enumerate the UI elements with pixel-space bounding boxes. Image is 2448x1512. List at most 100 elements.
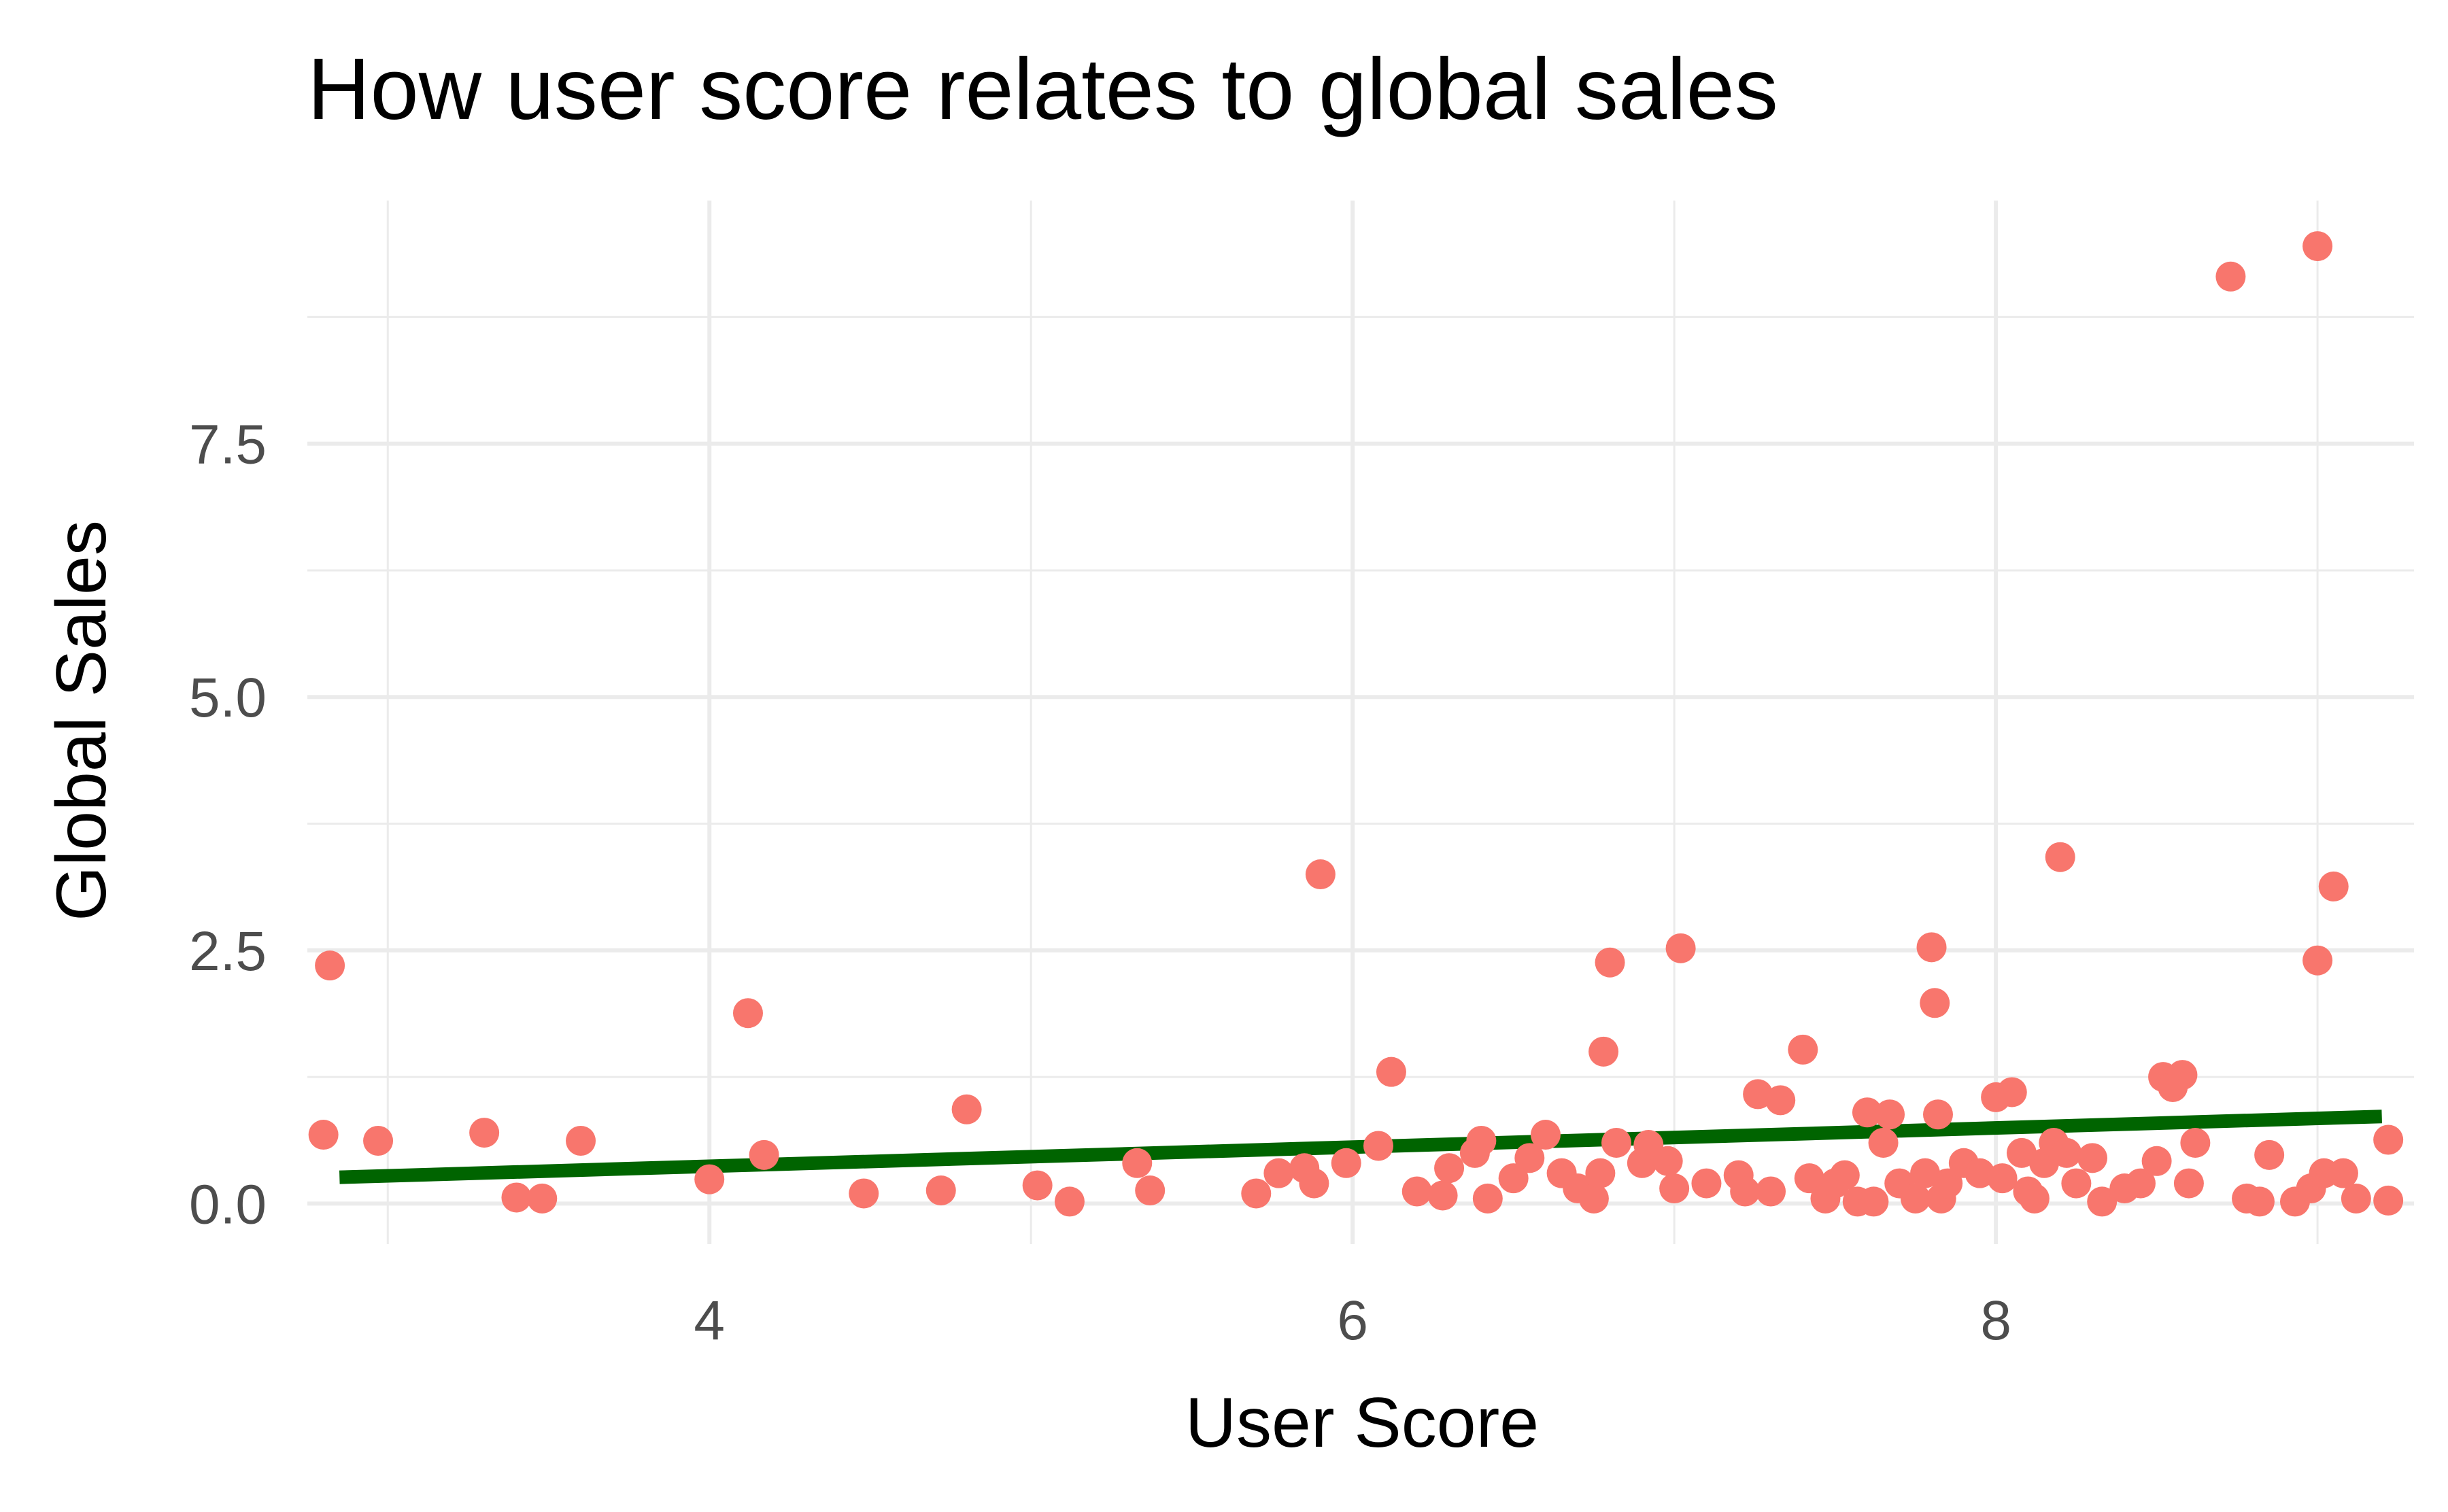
data-point <box>363 1125 394 1156</box>
data-point <box>2302 231 2333 262</box>
data-point <box>1794 1163 1824 1194</box>
x-axis-title: User Score <box>1185 1384 1539 1462</box>
data-point <box>1530 1120 1561 1150</box>
data-point <box>1401 1176 1432 1207</box>
data-point <box>2180 1127 2211 1158</box>
data-point <box>1933 1168 1963 1199</box>
data-point <box>2173 1168 2204 1199</box>
data-point <box>1363 1131 1394 1161</box>
data-point <box>2328 1158 2358 1188</box>
data-point <box>1743 1079 1773 1110</box>
data-point <box>1922 1099 1953 1130</box>
trend-line-layer <box>339 1110 2382 1184</box>
data-point <box>1305 859 1336 890</box>
data-point <box>1376 1056 1406 1087</box>
x-axis-tick-labels: 4 6 8 <box>694 1290 2011 1352</box>
data-point <box>1788 1034 1818 1065</box>
data-point <box>1578 1183 1609 1214</box>
data-point <box>501 1182 532 1213</box>
data-point <box>2341 1183 2371 1214</box>
data-point <box>1514 1143 1545 1173</box>
data-point <box>1299 1168 1329 1199</box>
data-point <box>2061 1168 2092 1199</box>
y-tick-label: 7.5 <box>189 414 267 476</box>
data-point <box>469 1118 500 1148</box>
data-point <box>1987 1163 2018 1194</box>
data-point <box>849 1178 879 1209</box>
minor-gridlines <box>307 201 2414 1244</box>
data-point <box>1601 1127 1632 1158</box>
data-point <box>694 1164 725 1195</box>
data-point <box>1756 1176 1786 1207</box>
data-point <box>2318 871 2349 901</box>
data-point <box>2006 1137 2037 1168</box>
data-point <box>2167 1060 2198 1090</box>
x-tick-label: 6 <box>1337 1290 1368 1352</box>
y-axis-tick-labels: 0.0 2.5 5.0 7.5 <box>189 414 267 1236</box>
data-point <box>1652 1146 1683 1176</box>
data-point <box>1595 947 1625 978</box>
data-point <box>1241 1178 1272 1209</box>
data-point <box>1122 1148 1153 1178</box>
data-point <box>1852 1097 1882 1128</box>
data-point <box>1875 1099 1905 1130</box>
data-point <box>2244 1186 2275 1217</box>
chart-title: How user score relates to global sales <box>307 41 1778 138</box>
data-point <box>1263 1158 1294 1188</box>
data-point <box>2215 261 2246 292</box>
y-tick-label: 5.0 <box>189 667 267 729</box>
data-point <box>1996 1077 2027 1107</box>
data-point <box>1054 1186 1085 1217</box>
data-point <box>1910 1158 1941 1188</box>
data-point <box>1691 1168 1722 1199</box>
data-point <box>1434 1153 1465 1184</box>
data-point <box>2373 1185 2404 1216</box>
data-point <box>1585 1158 1616 1188</box>
data-points <box>308 231 2404 1217</box>
data-point <box>2254 1139 2285 1170</box>
y-tick-label: 2.5 <box>189 921 267 982</box>
data-point <box>2141 1146 2172 1176</box>
data-point <box>566 1125 596 1156</box>
data-point <box>951 1094 982 1124</box>
data-point <box>749 1139 779 1170</box>
data-point <box>2087 1186 2118 1217</box>
trend-line <box>339 1110 2382 1184</box>
x-tick-label: 8 <box>1980 1290 2011 1352</box>
data-point <box>1498 1163 1529 1194</box>
y-tick-label: 0.0 <box>189 1173 267 1235</box>
data-point <box>1916 932 1947 963</box>
data-point <box>2019 1183 2050 1214</box>
data-point <box>1135 1175 1166 1206</box>
data-point <box>1868 1127 1899 1158</box>
data-point <box>1588 1036 1619 1067</box>
data-point <box>2045 842 2075 872</box>
data-point <box>1466 1125 1497 1156</box>
data-point <box>308 1120 339 1150</box>
data-point <box>2302 945 2333 976</box>
data-point <box>1858 1186 1889 1217</box>
data-point <box>2125 1168 2156 1199</box>
data-point <box>2373 1124 2404 1155</box>
data-point <box>2052 1137 2082 1168</box>
data-point <box>1022 1170 1053 1201</box>
data-point <box>527 1183 558 1214</box>
data-point <box>1472 1183 1503 1214</box>
data-point <box>1665 933 1696 963</box>
major-gridlines <box>307 201 2414 1244</box>
data-point <box>1900 1183 1931 1214</box>
data-point <box>315 950 345 981</box>
data-point <box>1965 1158 1995 1188</box>
y-axis-title: Global Sales <box>42 520 121 921</box>
data-point <box>1829 1160 1860 1190</box>
data-point <box>1730 1176 1761 1207</box>
data-point <box>1331 1148 1361 1178</box>
x-tick-label: 4 <box>694 1290 725 1352</box>
data-point <box>925 1175 956 1206</box>
data-point <box>1920 988 1950 1018</box>
data-point <box>1765 1085 1796 1116</box>
data-point <box>732 998 763 1029</box>
data-point <box>2077 1143 2108 1173</box>
